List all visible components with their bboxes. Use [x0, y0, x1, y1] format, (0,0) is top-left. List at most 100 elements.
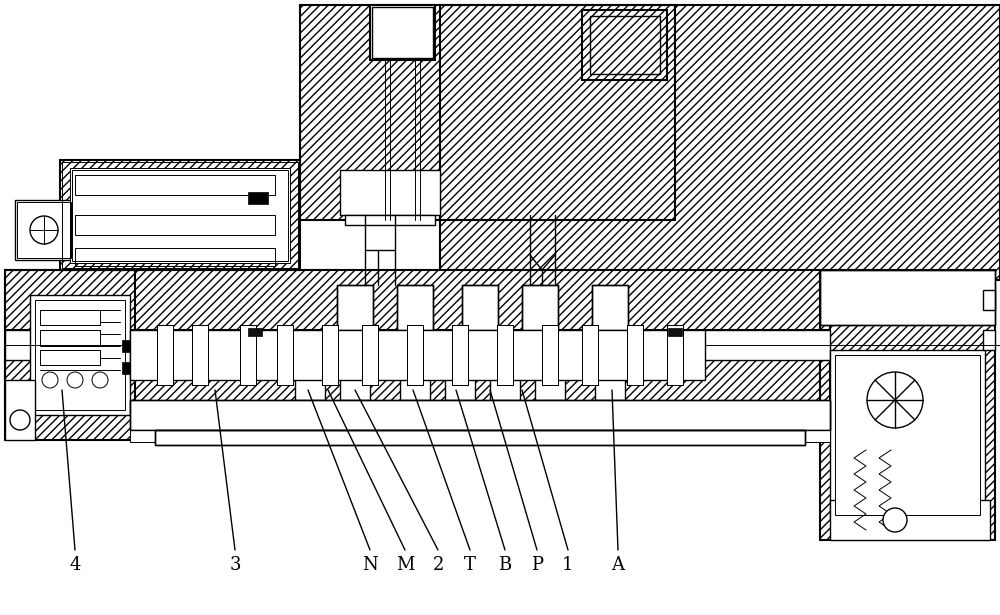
Bar — [370, 5, 435, 60]
Bar — [983, 290, 995, 310]
Bar — [15, 200, 73, 260]
Circle shape — [10, 410, 30, 430]
Bar — [40, 330, 100, 345]
Text: M: M — [396, 556, 414, 574]
Bar — [130, 400, 830, 430]
Bar — [830, 500, 990, 540]
Text: 2: 2 — [432, 556, 444, 574]
Bar — [490, 370, 520, 400]
Bar — [122, 340, 130, 352]
Bar — [407, 325, 423, 385]
Bar — [592, 285, 628, 330]
Bar — [72, 170, 288, 261]
Bar — [820, 270, 995, 325]
Text: 4: 4 — [69, 556, 81, 574]
Bar — [248, 328, 262, 336]
Text: T: T — [464, 556, 476, 574]
Bar — [845, 360, 970, 440]
Bar — [372, 7, 433, 58]
Bar — [497, 325, 513, 385]
Bar — [845, 360, 970, 440]
Bar — [60, 160, 300, 270]
Bar — [462, 285, 498, 330]
Bar — [582, 325, 598, 385]
Bar — [345, 215, 435, 225]
Bar — [40, 350, 100, 365]
Bar — [668, 328, 682, 336]
Bar — [17, 202, 71, 258]
Bar — [322, 325, 338, 385]
Bar — [75, 215, 275, 235]
Bar — [830, 350, 985, 520]
Bar — [75, 175, 275, 195]
Text: N: N — [362, 556, 378, 574]
Bar — [835, 505, 985, 535]
Bar — [192, 325, 208, 385]
Bar — [627, 325, 643, 385]
Bar — [75, 175, 275, 195]
Bar — [40, 310, 100, 325]
Bar — [155, 430, 805, 445]
Bar — [340, 170, 440, 215]
Bar — [397, 285, 433, 330]
Bar — [5, 380, 35, 440]
Bar — [337, 285, 373, 330]
Bar — [157, 325, 173, 385]
Bar — [5, 270, 135, 440]
Bar — [130, 400, 830, 430]
Bar — [5, 270, 135, 440]
Bar — [340, 370, 370, 400]
Bar — [62, 162, 298, 268]
Bar — [452, 325, 468, 385]
Bar — [35, 300, 125, 410]
Text: P: P — [531, 556, 543, 574]
Bar — [362, 325, 378, 385]
Bar — [445, 370, 475, 400]
Bar — [130, 330, 705, 380]
Bar — [75, 215, 275, 235]
Circle shape — [883, 508, 907, 532]
Bar — [75, 248, 275, 266]
Bar — [60, 160, 300, 270]
Bar — [277, 325, 293, 385]
Bar — [70, 168, 290, 263]
Bar — [17, 202, 71, 258]
Bar — [130, 400, 830, 430]
Bar — [820, 270, 995, 540]
Text: 1: 1 — [562, 556, 574, 574]
Circle shape — [867, 372, 923, 428]
Bar — [295, 370, 325, 400]
Bar — [300, 5, 675, 220]
Bar — [5, 270, 830, 330]
Bar — [240, 325, 256, 385]
Bar — [820, 270, 995, 325]
Bar — [582, 10, 667, 80]
Text: A: A — [612, 556, 624, 574]
Circle shape — [30, 216, 58, 244]
Bar — [248, 192, 268, 204]
Bar — [820, 270, 995, 540]
Bar — [400, 370, 430, 400]
Bar — [983, 330, 995, 350]
Bar — [590, 16, 660, 74]
Bar — [155, 430, 805, 445]
Bar — [75, 248, 275, 266]
Bar — [5, 330, 830, 360]
Bar — [5, 360, 830, 410]
Bar — [155, 430, 805, 445]
Bar — [835, 355, 980, 515]
Circle shape — [42, 372, 58, 388]
Bar — [582, 10, 667, 80]
Bar — [30, 295, 130, 415]
Bar — [522, 285, 558, 330]
Bar — [122, 362, 130, 374]
Bar — [5, 270, 830, 330]
Polygon shape — [440, 5, 1000, 360]
Bar — [535, 370, 565, 400]
Circle shape — [67, 372, 83, 388]
Text: B: B — [498, 556, 512, 574]
Bar — [372, 7, 433, 58]
Bar — [667, 325, 683, 385]
Circle shape — [92, 372, 108, 388]
Bar — [130, 430, 830, 442]
